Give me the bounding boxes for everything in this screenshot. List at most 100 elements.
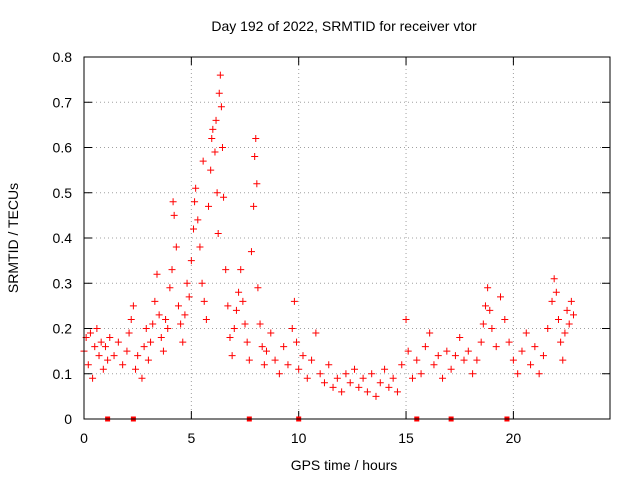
data-point xyxy=(535,370,543,378)
data-point xyxy=(157,334,165,342)
data-point xyxy=(389,374,397,382)
data-point xyxy=(552,288,560,296)
data-point xyxy=(527,361,535,369)
data-point xyxy=(192,184,200,192)
data-point xyxy=(169,198,177,206)
data-point xyxy=(84,361,92,369)
data-point xyxy=(372,392,380,400)
y-tick-label: 0 xyxy=(64,411,72,427)
data-point xyxy=(144,356,152,364)
data-point xyxy=(342,370,350,378)
data-point xyxy=(477,338,485,346)
data-point xyxy=(134,352,142,360)
data-point xyxy=(89,374,97,382)
data-point xyxy=(368,370,376,378)
y-tick-label: 0.5 xyxy=(53,185,73,201)
data-point xyxy=(479,320,487,328)
y-tick-labels: 0 0.1 0.2 0.3 0.4 0.5 0.6 0.7 0.8 xyxy=(53,49,73,427)
data-point xyxy=(164,325,172,332)
data-point xyxy=(129,302,137,310)
data-point xyxy=(153,270,161,278)
data-point xyxy=(211,148,219,156)
data-point xyxy=(93,325,101,332)
data-point xyxy=(404,347,412,355)
data-point xyxy=(451,352,459,360)
data-point xyxy=(333,374,341,382)
data-point xyxy=(208,134,216,142)
data-point xyxy=(385,383,393,391)
data-point xyxy=(86,329,94,337)
data-point xyxy=(271,356,279,364)
data-point xyxy=(170,211,178,219)
data-point xyxy=(95,352,103,360)
x-tick-label: 10 xyxy=(291,430,307,446)
data-point xyxy=(501,315,509,323)
data-point xyxy=(191,198,199,206)
data-point xyxy=(559,356,567,364)
data-point xyxy=(293,338,301,346)
chart-title: Day 192 of 2022, SRMTID for receiver vto… xyxy=(211,18,477,34)
data-point xyxy=(97,338,105,346)
data-point xyxy=(226,334,234,342)
y-tick-label: 0.6 xyxy=(53,140,73,156)
data-point xyxy=(151,297,159,305)
data-point xyxy=(267,329,275,337)
data-point xyxy=(147,338,155,346)
data-point xyxy=(187,257,195,265)
data-point xyxy=(196,243,204,251)
data-point xyxy=(224,302,232,310)
data-point xyxy=(351,365,359,373)
data-point xyxy=(247,248,255,256)
data-point xyxy=(213,189,221,197)
data-point xyxy=(408,374,416,382)
data-point xyxy=(518,347,526,355)
data-point xyxy=(245,356,253,364)
data-point xyxy=(256,320,264,328)
data-point xyxy=(209,125,217,133)
grid-lines xyxy=(84,57,610,419)
data-point xyxy=(561,329,569,337)
data-point xyxy=(254,284,262,292)
data-point xyxy=(106,334,114,342)
data-point xyxy=(194,216,202,224)
data-point xyxy=(531,343,539,351)
data-point xyxy=(421,343,429,351)
data-point xyxy=(222,266,230,274)
data-point xyxy=(320,379,328,387)
data-point xyxy=(417,370,425,378)
x-tick-labels: 0 5 10 15 20 xyxy=(80,430,521,446)
data-point xyxy=(570,311,578,319)
plot-frame xyxy=(83,56,611,420)
y-tick-label: 0.2 xyxy=(53,321,73,337)
y-tick-label: 0.8 xyxy=(53,49,73,65)
data-point xyxy=(456,334,464,342)
x-tick-label: 20 xyxy=(506,430,522,446)
data-point xyxy=(548,297,556,305)
data-point xyxy=(232,306,240,314)
data-point xyxy=(241,320,249,328)
data-point xyxy=(183,279,191,287)
data-point xyxy=(216,71,224,79)
x-tick-label: 15 xyxy=(398,430,414,446)
data-point xyxy=(228,352,236,360)
data-point xyxy=(110,352,118,360)
data-point xyxy=(497,293,505,301)
data-point xyxy=(205,202,213,210)
data-point xyxy=(544,325,552,332)
data-point xyxy=(174,302,182,310)
data-point xyxy=(481,302,489,310)
data-point xyxy=(338,388,346,396)
data-point xyxy=(140,343,148,351)
data-point xyxy=(200,297,208,305)
data-point xyxy=(308,356,316,364)
data-point xyxy=(284,361,292,369)
y-tick-label: 0.4 xyxy=(53,230,73,246)
data-point xyxy=(464,347,472,355)
data-point xyxy=(505,338,513,346)
y-tick-label: 0.7 xyxy=(53,94,73,110)
data-point xyxy=(509,356,517,364)
data-point xyxy=(123,347,131,355)
data-point xyxy=(181,311,189,319)
y-tick-label: 0.1 xyxy=(53,366,73,382)
